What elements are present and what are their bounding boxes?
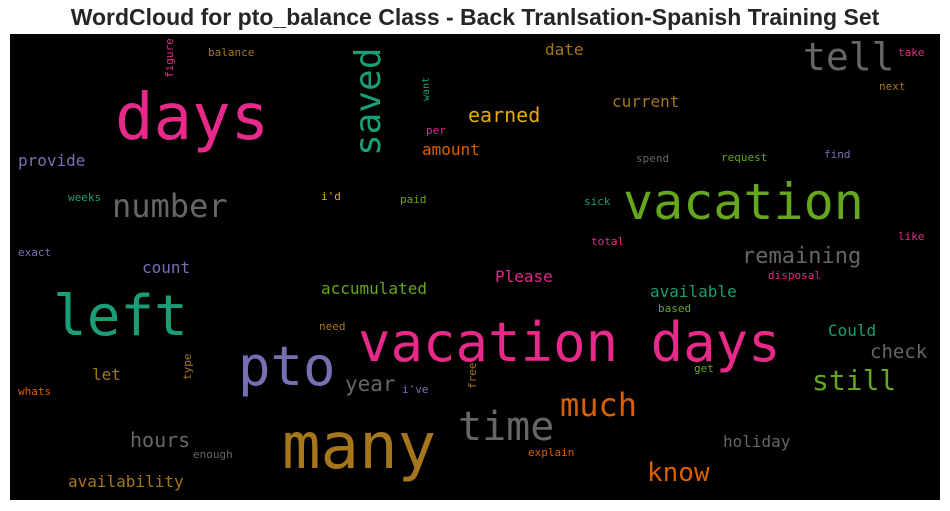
word-next: next: [879, 80, 906, 93]
word-number: number: [112, 187, 228, 225]
word-explain: explain: [528, 446, 575, 459]
word-saved: saved: [348, 47, 389, 156]
word-date: date: [545, 40, 584, 59]
word-let: let: [92, 365, 121, 384]
word-request: request: [721, 151, 768, 164]
word-take: take: [898, 46, 925, 59]
word-pto: pto: [238, 335, 336, 398]
word-earned: earned: [468, 103, 541, 127]
word-id: i'd: [321, 190, 341, 203]
word-much: much: [560, 386, 638, 424]
word-type: type: [181, 353, 194, 381]
word-please: Please: [495, 267, 553, 286]
word-could: Could: [828, 321, 877, 340]
word-like: like: [898, 230, 925, 243]
word-count: count: [142, 258, 191, 277]
word-vacation: vacation: [623, 173, 864, 231]
word-cloud: vacation days many days left vacation pt…: [10, 34, 940, 500]
word-days: days: [115, 81, 270, 155]
word-accumulated: accumulated: [321, 279, 427, 298]
word-provide: provide: [18, 151, 86, 170]
word-paid: paid: [400, 193, 427, 206]
word-still: still: [812, 364, 897, 397]
word-need: need: [319, 320, 346, 333]
word-spend: spend: [636, 152, 670, 165]
word-want: want: [421, 76, 432, 101]
word-total: total: [591, 235, 625, 248]
word-time: time: [458, 404, 555, 450]
word-exact: exact: [18, 246, 52, 259]
word-per: per: [426, 124, 446, 137]
word-free: free: [466, 362, 479, 390]
word-remaining: remaining: [742, 244, 862, 269]
chart-title: WordCloud for pto_balance Class - Back T…: [70, 4, 880, 30]
word-check: check: [870, 341, 928, 363]
word-disposal: disposal: [768, 269, 821, 282]
word-available: available: [650, 282, 737, 301]
word-ive: i've: [402, 383, 429, 396]
word-whats: whats: [18, 385, 52, 398]
word-vacation-days: vacation days: [358, 311, 781, 374]
word-figure: figure: [163, 38, 176, 78]
word-tell: tell: [803, 35, 895, 79]
word-sick: sick: [584, 195, 611, 208]
word-availability: availability: [68, 472, 184, 491]
word-many: many: [282, 410, 437, 484]
word-enough: enough: [193, 448, 233, 461]
word-weeks: weeks: [68, 191, 102, 204]
word-left: left: [53, 284, 188, 349]
word-find: find: [824, 148, 851, 161]
word-year: year: [345, 372, 396, 396]
word-amount: amount: [422, 140, 480, 159]
word-know: know: [647, 458, 710, 488]
word-holiday: holiday: [723, 432, 791, 451]
word-hours: hours: [130, 428, 191, 452]
word-current: current: [612, 92, 680, 111]
word-get: get: [694, 362, 714, 375]
word-based: based: [658, 302, 692, 315]
word-balance: balance: [208, 46, 255, 59]
